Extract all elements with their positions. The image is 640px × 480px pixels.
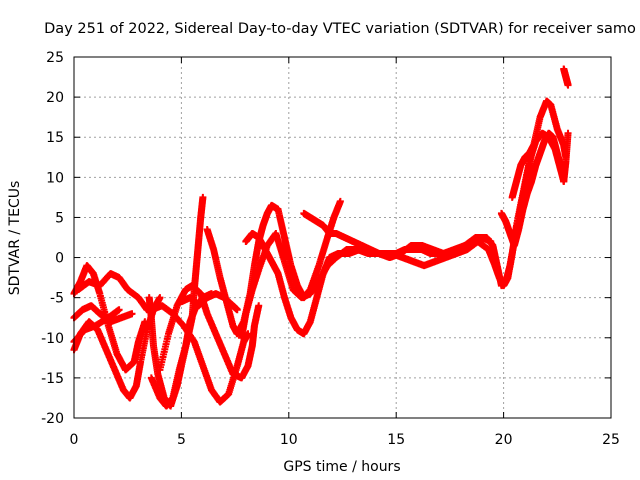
y-tick-label: -10 — [41, 331, 64, 347]
y-tick-label: 20 — [46, 90, 64, 106]
data-point — [336, 197, 344, 205]
data-point — [128, 310, 136, 318]
series-track-5 — [70, 306, 123, 346]
x-tick-label: 25 — [602, 432, 620, 448]
y-tick-label: 15 — [46, 130, 64, 146]
series-track-17 — [560, 65, 572, 89]
y-tick-label: -5 — [50, 291, 64, 307]
y-tick-label: -20 — [41, 411, 64, 427]
series-track-11 — [203, 197, 344, 338]
tick-layer: 0 5 10 15 20 25 -20 -15 -10 -5 0 5 10 15 20 25 — [41, 50, 620, 448]
x-axis-label: GPS time / hours — [283, 459, 400, 475]
y-tick-label: -15 — [41, 371, 64, 387]
y-tick-label: 10 — [46, 170, 64, 186]
series-track-3 — [70, 302, 136, 326]
series-track-4 — [74, 270, 151, 314]
chart-title: Day 251 of 2022, Sidereal Day-to-day VTE… — [44, 21, 636, 37]
data-point — [233, 306, 241, 314]
data-point — [156, 294, 164, 302]
y-axis-label: SDTVAR / TECUs — [7, 181, 23, 296]
y-tick-label: 5 — [55, 210, 64, 226]
data-point — [199, 193, 207, 201]
x-tick-label: 5 — [177, 432, 186, 448]
series-layer — [70, 65, 572, 410]
x-tick-label: 15 — [387, 432, 405, 448]
x-tick-label: 20 — [495, 432, 513, 448]
data-point — [255, 302, 263, 310]
data-point — [115, 306, 123, 314]
data-point — [141, 318, 149, 326]
x-tick-label: 0 — [70, 432, 79, 448]
x-tick-label: 10 — [280, 432, 298, 448]
y-tick-label: 25 — [46, 50, 64, 66]
y-tick-label: 0 — [55, 251, 64, 267]
